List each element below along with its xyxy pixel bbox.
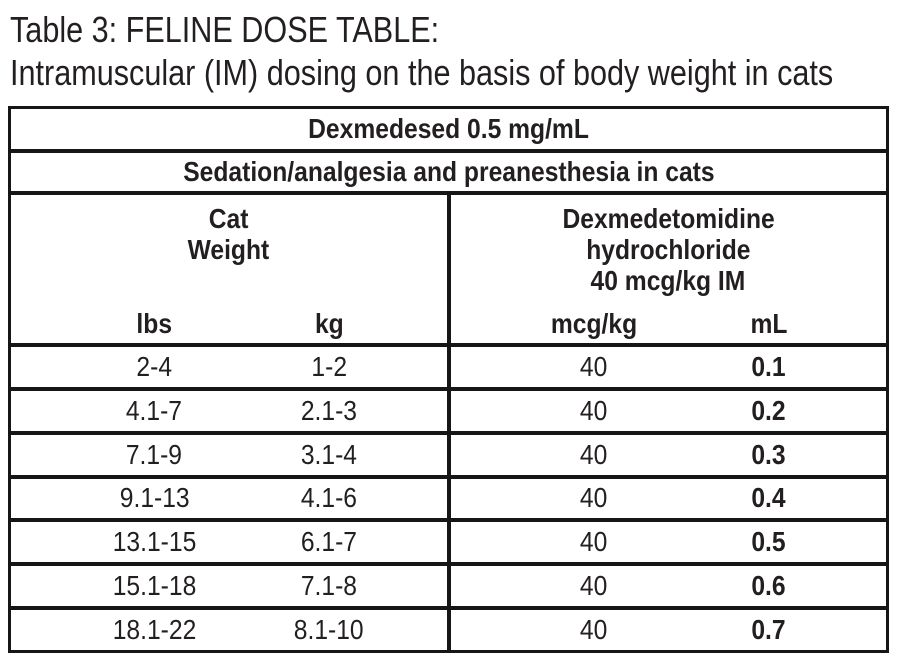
- table-caption-text-1: Table 3: FELINE DOSE TABLE:: [10, 9, 440, 50]
- cell-lbs: 4.1-7: [126, 394, 183, 426]
- cell-lbs: 9.1-13: [119, 482, 190, 514]
- cell-lbs: 18.1-22: [112, 614, 197, 646]
- cell-kg: 6.1-7: [301, 526, 358, 558]
- product-strength-text: Dexmedesed 0.5 mg/mL: [308, 113, 589, 144]
- indication-text: Sedation/analgesia and preanesthesia in …: [182, 156, 715, 187]
- cell-kg: 3.1-4: [301, 438, 358, 470]
- cell-mcg-per-kg: 40: [580, 438, 608, 470]
- dose-header: Dexmedetomidine hydrochloride 40 mcg/kg …: [450, 195, 887, 343]
- table-row-dose: 40 0.5: [450, 522, 886, 563]
- col-header-ml: mL: [750, 308, 788, 339]
- table-row-weight: 2-4 1-2: [11, 347, 447, 387]
- table-row-weight: 15.1-18 7.1-8: [11, 566, 447, 607]
- cell-mcg-per-kg: 40: [580, 482, 608, 514]
- dose-title: Dexmedetomidine hydrochloride 40 mcg/kg …: [451, 203, 887, 296]
- table-caption-text-2: Intramuscular (IM) dosing on the basis o…: [10, 52, 834, 93]
- table-row-weight: 4.1-7 2.1-3: [11, 390, 447, 431]
- cell-kg: 1-2: [311, 350, 347, 382]
- table-row-weight: 7.1-9 3.1-4: [11, 434, 447, 475]
- cell-mcg-per-kg: 40: [580, 350, 608, 382]
- col-header-kg: kg: [314, 308, 344, 339]
- cell-ml: 0.1: [751, 350, 786, 382]
- cell-ml: 0.6: [751, 570, 786, 602]
- cell-lbs: 15.1-18: [112, 570, 197, 602]
- table-row-dose: 40 0.6: [450, 566, 886, 607]
- dose-title-line-2: hydrochloride: [586, 234, 751, 265]
- dose-title-line-1: Dexmedetomidine: [562, 203, 775, 234]
- col-header-mcg-per-kg: mcg/kg: [550, 308, 638, 339]
- cell-kg: 4.1-6: [301, 482, 358, 514]
- table-caption-line-1: Table 3: FELINE DOSE TABLE:: [10, 8, 900, 51]
- dose-title-line-3: 40 mcg/kg IM: [590, 265, 746, 296]
- cell-mcg-per-kg: 40: [580, 394, 608, 426]
- table-row-weight: 13.1-15 6.1-7: [11, 522, 447, 563]
- cat-weight-title-line-1: Cat: [208, 203, 249, 234]
- cell-kg: 7.1-8: [301, 570, 358, 602]
- table-row-dose: 40 0.3: [450, 434, 886, 475]
- table-caption-line-2: Intramuscular (IM) dosing on the basis o…: [10, 51, 900, 94]
- cell-lbs: 7.1-9: [126, 438, 183, 470]
- weight-subheaders: lbs kg: [11, 308, 447, 339]
- table-caption: Table 3: FELINE DOSE TABLE: Intramuscula…: [0, 0, 900, 94]
- cell-ml: 0.5: [751, 526, 786, 558]
- dose-subheaders: mcg/kg mL: [451, 308, 887, 339]
- cell-ml: 0.2: [751, 394, 786, 426]
- cell-kg: 2.1-3: [301, 394, 358, 426]
- table-row-dose: 40 0.4: [450, 478, 886, 519]
- product-strength-banner: Dexmedesed 0.5 mg/mL: [11, 109, 886, 149]
- cell-mcg-per-kg: 40: [580, 526, 608, 558]
- cell-lbs: 13.1-15: [112, 526, 197, 558]
- col-header-lbs: lbs: [136, 308, 173, 339]
- cat-weight-header: Cat Weight lbs kg: [11, 195, 447, 343]
- cell-mcg-per-kg: 40: [580, 614, 608, 646]
- table-row-dose: 40 0.7: [450, 610, 886, 650]
- cell-ml: 0.7: [751, 614, 786, 646]
- indication-banner: Sedation/analgesia and preanesthesia in …: [11, 153, 886, 191]
- table-row-dose: 40 0.1: [450, 347, 886, 387]
- table-row-weight: 9.1-13 4.1-6: [11, 478, 447, 519]
- cell-mcg-per-kg: 40: [580, 570, 608, 602]
- feline-dose-table: Dexmedesed 0.5 mg/mL Sedation/analgesia …: [8, 106, 889, 653]
- cell-ml: 0.4: [751, 482, 786, 514]
- cell-lbs: 2-4: [136, 350, 173, 382]
- table-row-dose: 40 0.2: [450, 390, 886, 431]
- cat-weight-title: Cat Weight: [11, 203, 447, 265]
- table-row-weight: 18.1-22 8.1-10: [11, 610, 447, 650]
- cell-kg: 8.1-10: [294, 614, 365, 646]
- cell-ml: 0.3: [751, 438, 786, 470]
- cat-weight-title-line-2: Weight: [187, 234, 270, 265]
